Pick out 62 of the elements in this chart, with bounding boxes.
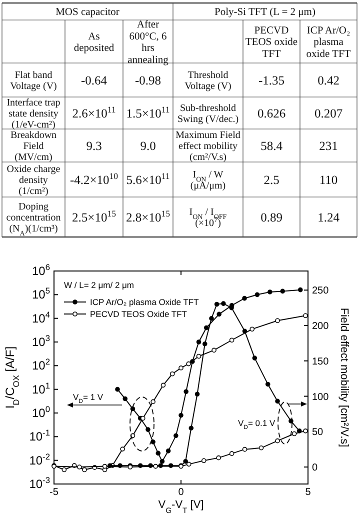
text: 5.6×10$^{11}$ bbox=[126, 170, 170, 187]
text: Flat band Voltage (V) bbox=[10, 70, 57, 92]
text: 0.207 bbox=[314, 106, 343, 120]
text: 2.5 bbox=[264, 172, 280, 187]
y-tick-label: 10$^{6}$ bbox=[32, 262, 50, 278]
text: Breakdown Field (MV/cm) bbox=[10, 130, 57, 164]
y2-tick-label: 0 bbox=[312, 462, 318, 474]
legend-label: PECVD TEOS Oxide TFT bbox=[90, 309, 187, 319]
text: As deposited bbox=[74, 31, 115, 54]
text: Threshold Voltage (V) bbox=[184, 70, 232, 92]
text: I$_{ON}$ / W (μA/μm) bbox=[190, 169, 226, 192]
text: ICP Ar/O₂ plasma oxide TFT bbox=[306, 25, 352, 60]
text: PECVD TEOS oxide TFT bbox=[245, 25, 298, 60]
text: 0.89 bbox=[260, 210, 282, 224]
text: Interface trap state density (1/eV-cm²) bbox=[6, 97, 60, 131]
text: Doping concentration (N$_{A}$)(1/cm³) bbox=[6, 201, 61, 238]
y-tick-label: 10$^{2}$ bbox=[32, 356, 50, 373]
annotation: V$_{D}$= 1 V bbox=[73, 392, 104, 405]
x-tick-label: 0 bbox=[178, 487, 184, 498]
y-tick-label: 10$^{4}$ bbox=[32, 309, 50, 326]
text: Sub-threshold Swing (V/dec.) bbox=[177, 102, 239, 126]
x-axis-title: V$_{G}$-V$_{T}$ [V] bbox=[158, 499, 204, 514]
text: MOS capacitor bbox=[56, 7, 120, 18]
annotation: W / L= 2 μm/ 2 μm bbox=[64, 280, 134, 290]
text: 9.0 bbox=[140, 138, 156, 153]
text: 1.24 bbox=[318, 210, 340, 224]
y-tick-label: 10$^{-1}$ bbox=[29, 428, 50, 444]
text: 9.3 bbox=[86, 138, 102, 153]
y2-axis-title: Field effect mobility [cm²/V.s] bbox=[338, 308, 350, 448]
text: -0.64 bbox=[80, 73, 108, 88]
text: 0.626 bbox=[257, 106, 286, 120]
text: -1.35 bbox=[258, 73, 285, 88]
text: 2.6×10$^{11}$ bbox=[72, 104, 116, 120]
y-tick-label: 10$^{3}$ bbox=[32, 333, 50, 349]
y-tick-label: 10$^{0}$ bbox=[32, 404, 50, 420]
text: Oxide charge density (1/cm²) bbox=[6, 164, 61, 198]
annotation: V$_{D}$= 0.1 V bbox=[238, 418, 276, 431]
text: 2.8×10$^{15}$ bbox=[126, 208, 171, 224]
y-tick-label: 10$^{1}$ bbox=[32, 380, 50, 396]
y-tick-label: 10$^{5}$ bbox=[32, 286, 50, 302]
y-tick-label: 10$^{-2}$ bbox=[29, 451, 50, 468]
text: 2.5×10$^{15}$ bbox=[72, 208, 117, 224]
y-tick-label: 10$^{-3}$ bbox=[29, 475, 50, 491]
text: Poly-Si TFT (L = 2 μm) bbox=[214, 7, 316, 18]
text: I$_{ON}$ / I$_{OFF}$ (×10$^{7}$) bbox=[189, 206, 227, 230]
x-tick-label: -5 bbox=[50, 487, 59, 498]
text: 0.42 bbox=[318, 73, 340, 88]
y2-tick-label: 50 bbox=[312, 427, 324, 438]
y2-tick-label: 150 bbox=[312, 356, 330, 368]
text: After 600°C, 6 hrs annealing bbox=[128, 20, 170, 66]
legend-label: ICP Ar/O₂ plasma Oxide TFT bbox=[90, 297, 199, 307]
x-tick-label: 5 bbox=[305, 487, 312, 498]
text: 1.5×10$^{11}$ bbox=[126, 104, 170, 120]
y2-tick-label: 200 bbox=[312, 320, 330, 332]
text: 231 bbox=[319, 138, 338, 153]
y2-tick-label: 100 bbox=[312, 392, 330, 403]
text: Maximum Field effect mobility (cm²/V.s) bbox=[176, 130, 240, 164]
text: -0.98 bbox=[134, 73, 162, 88]
text: 58.4 bbox=[260, 138, 284, 153]
text: 110 bbox=[319, 172, 338, 187]
text: -4.2×10$^{10}$ bbox=[70, 170, 119, 187]
y2-tick-label: 250 bbox=[312, 286, 330, 297]
